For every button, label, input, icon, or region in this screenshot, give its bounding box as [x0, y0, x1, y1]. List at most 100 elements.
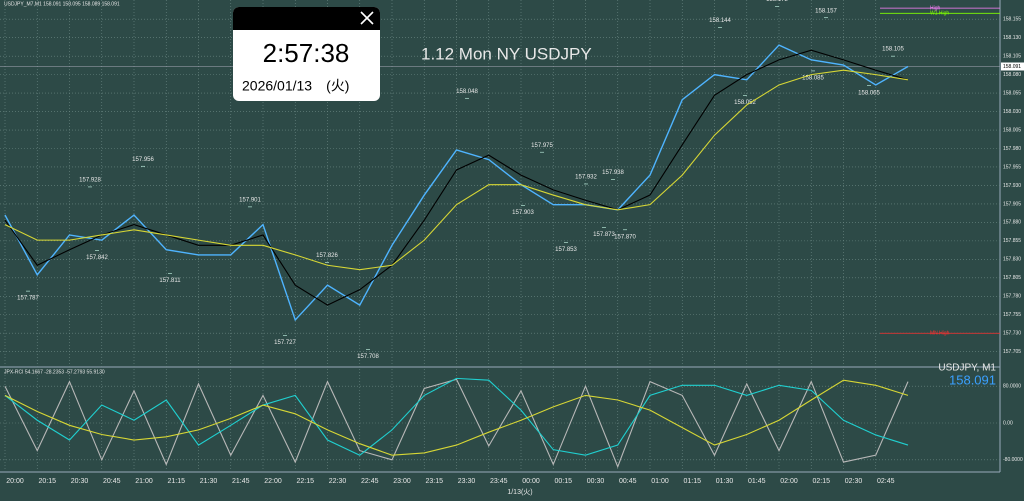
y-tick-label: -80.0000: [1003, 457, 1023, 463]
annotation-label: 158.052: [734, 100, 756, 106]
annotation-label: 157.811: [159, 278, 181, 284]
y-tick-label: 0.00: [1003, 420, 1013, 426]
y-tick-label: 158.030: [1003, 109, 1021, 115]
annotation-label: 157.975: [531, 143, 553, 149]
annotation-label: 158.085: [802, 76, 824, 82]
clock-date: 2026/01/13 (火): [242, 78, 349, 94]
annotation-label: 157.853: [555, 247, 577, 253]
x-tick-label: 00:45: [619, 478, 637, 485]
x-tick-label: 02:00: [780, 478, 798, 485]
indicator-line: [4, 379, 909, 456]
y-tick-label: 157.780: [1003, 294, 1021, 300]
clock-box: [233, 7, 380, 101]
y-tick-label: 157.905: [1003, 201, 1021, 207]
annotation-label: 157.873: [593, 232, 615, 238]
annotation-label: 158.172: [766, 0, 788, 3]
y-tick-label: 158.005: [1003, 127, 1021, 133]
y-tick-label: 158.155: [1003, 17, 1021, 23]
y-tick-label: 158.055: [1003, 90, 1021, 96]
x-tick-label: 02:30: [845, 478, 863, 485]
y-tick-label: 157.755: [1003, 312, 1021, 318]
close-button[interactable]: [360, 11, 374, 25]
annotation-label: 157.826: [316, 253, 338, 259]
x-tick-label: 01:45: [748, 478, 766, 485]
x-tick-label: 21:45: [232, 478, 250, 485]
x-tick-label: 20:15: [38, 478, 56, 485]
y-tick-label: 158.130: [1003, 35, 1021, 41]
annotation-label: 157.932: [575, 175, 597, 181]
y-tick-label: 157.980: [1003, 146, 1021, 152]
annotation-label: 157.787: [17, 296, 39, 302]
x-tick-label: 01:15: [683, 478, 701, 485]
symbol-info: USDJPY_M7,M1 158.091 158.095 158.089 158…: [4, 1, 120, 7]
annotation-label: 157.870: [614, 234, 636, 240]
y-tick-label: 157.705: [1003, 349, 1021, 355]
clock-time: 2:57:38: [263, 38, 350, 68]
x-tick-label: 00:30: [587, 478, 605, 485]
annotation-label: 158.157: [815, 8, 837, 14]
x-tick-label: 01:00: [651, 478, 669, 485]
x-tick-label: 22:30: [329, 478, 347, 485]
last-price-label: 158.091: [1003, 64, 1021, 70]
y-tick-label: 157.830: [1003, 257, 1021, 263]
x-tick-label: 23:15: [425, 478, 443, 485]
x-tick-label: 21:15: [167, 478, 185, 485]
annotation-label: 157.901: [239, 197, 261, 203]
price-line: [4, 44, 909, 322]
y-tick-label: 80.0000: [1003, 384, 1021, 390]
x-tick-label: 02:15: [812, 478, 830, 485]
annotation-label: 157.727: [274, 340, 296, 346]
annotation-label: 158.144: [709, 18, 731, 24]
indicator-line: [4, 377, 909, 456]
y-tick-label: 158.080: [1003, 72, 1021, 78]
annotation-label: 158.105: [882, 47, 904, 53]
x-tick-label: 02:45: [877, 478, 895, 485]
annotation-label: 157.708: [357, 354, 379, 360]
sub-last-price: 158.091: [949, 372, 996, 387]
level-label: High: [930, 5, 941, 11]
x-tick-label: 00:15: [554, 478, 572, 485]
y-tick-label: 157.855: [1003, 238, 1021, 244]
sub-symbol: USDJPY, M1: [938, 363, 996, 374]
y-tick-label: 157.730: [1003, 331, 1021, 337]
clock-widget: 2:57:38 2026/01/13 (火): [233, 7, 380, 101]
y-tick-label: 157.880: [1003, 220, 1021, 226]
annotation-label: 157.842: [86, 255, 108, 261]
x-tick-label: 20:00: [6, 478, 24, 485]
x-axis-label: 1/13(火): [507, 488, 532, 496]
level-label: W1 High: [930, 11, 949, 17]
x-tick-label: 22:45: [361, 478, 379, 485]
y-tick-label: 157.955: [1003, 164, 1021, 170]
annotation-label: 157.903: [512, 210, 534, 216]
x-tick-label: 21:00: [135, 478, 153, 485]
chart-title: 1.12 Mon NY USDJPY: [421, 44, 592, 63]
y-tick-label: 157.930: [1003, 183, 1021, 189]
annotation-label: 158.065: [858, 90, 880, 96]
x-tick-label: 23:30: [458, 478, 476, 485]
annotation-label: 158.048: [456, 89, 478, 95]
x-tick-label: 00:00: [522, 478, 540, 485]
indicator-line: [4, 378, 909, 469]
annotation-label: 157.956: [132, 157, 154, 163]
x-tick-label: 01:30: [716, 478, 734, 485]
y-tick-label: 158.105: [1003, 53, 1021, 59]
x-tick-label: 20:30: [71, 478, 89, 485]
indicator-line: [4, 69, 909, 271]
indicator-line: [4, 49, 909, 306]
x-tick-label: 23:00: [393, 478, 411, 485]
clock-header: [233, 7, 380, 30]
x-tick-label: 22:15: [296, 478, 314, 485]
annotation-label: 157.928: [79, 178, 101, 184]
x-tick-label: 23:45: [490, 478, 508, 485]
level-label: MN High: [930, 331, 950, 337]
indicator-label: JPX-RCI 54.1667 -28.2353 -57.2793 55.913…: [4, 369, 105, 375]
x-tick-label: 20:45: [103, 478, 121, 485]
x-tick-label: 21:30: [200, 478, 218, 485]
annotation-label: 157.938: [602, 170, 624, 176]
last-price-box: [1001, 62, 1024, 71]
x-tick-label: 22:00: [264, 478, 282, 485]
y-tick-label: 157.805: [1003, 275, 1021, 281]
